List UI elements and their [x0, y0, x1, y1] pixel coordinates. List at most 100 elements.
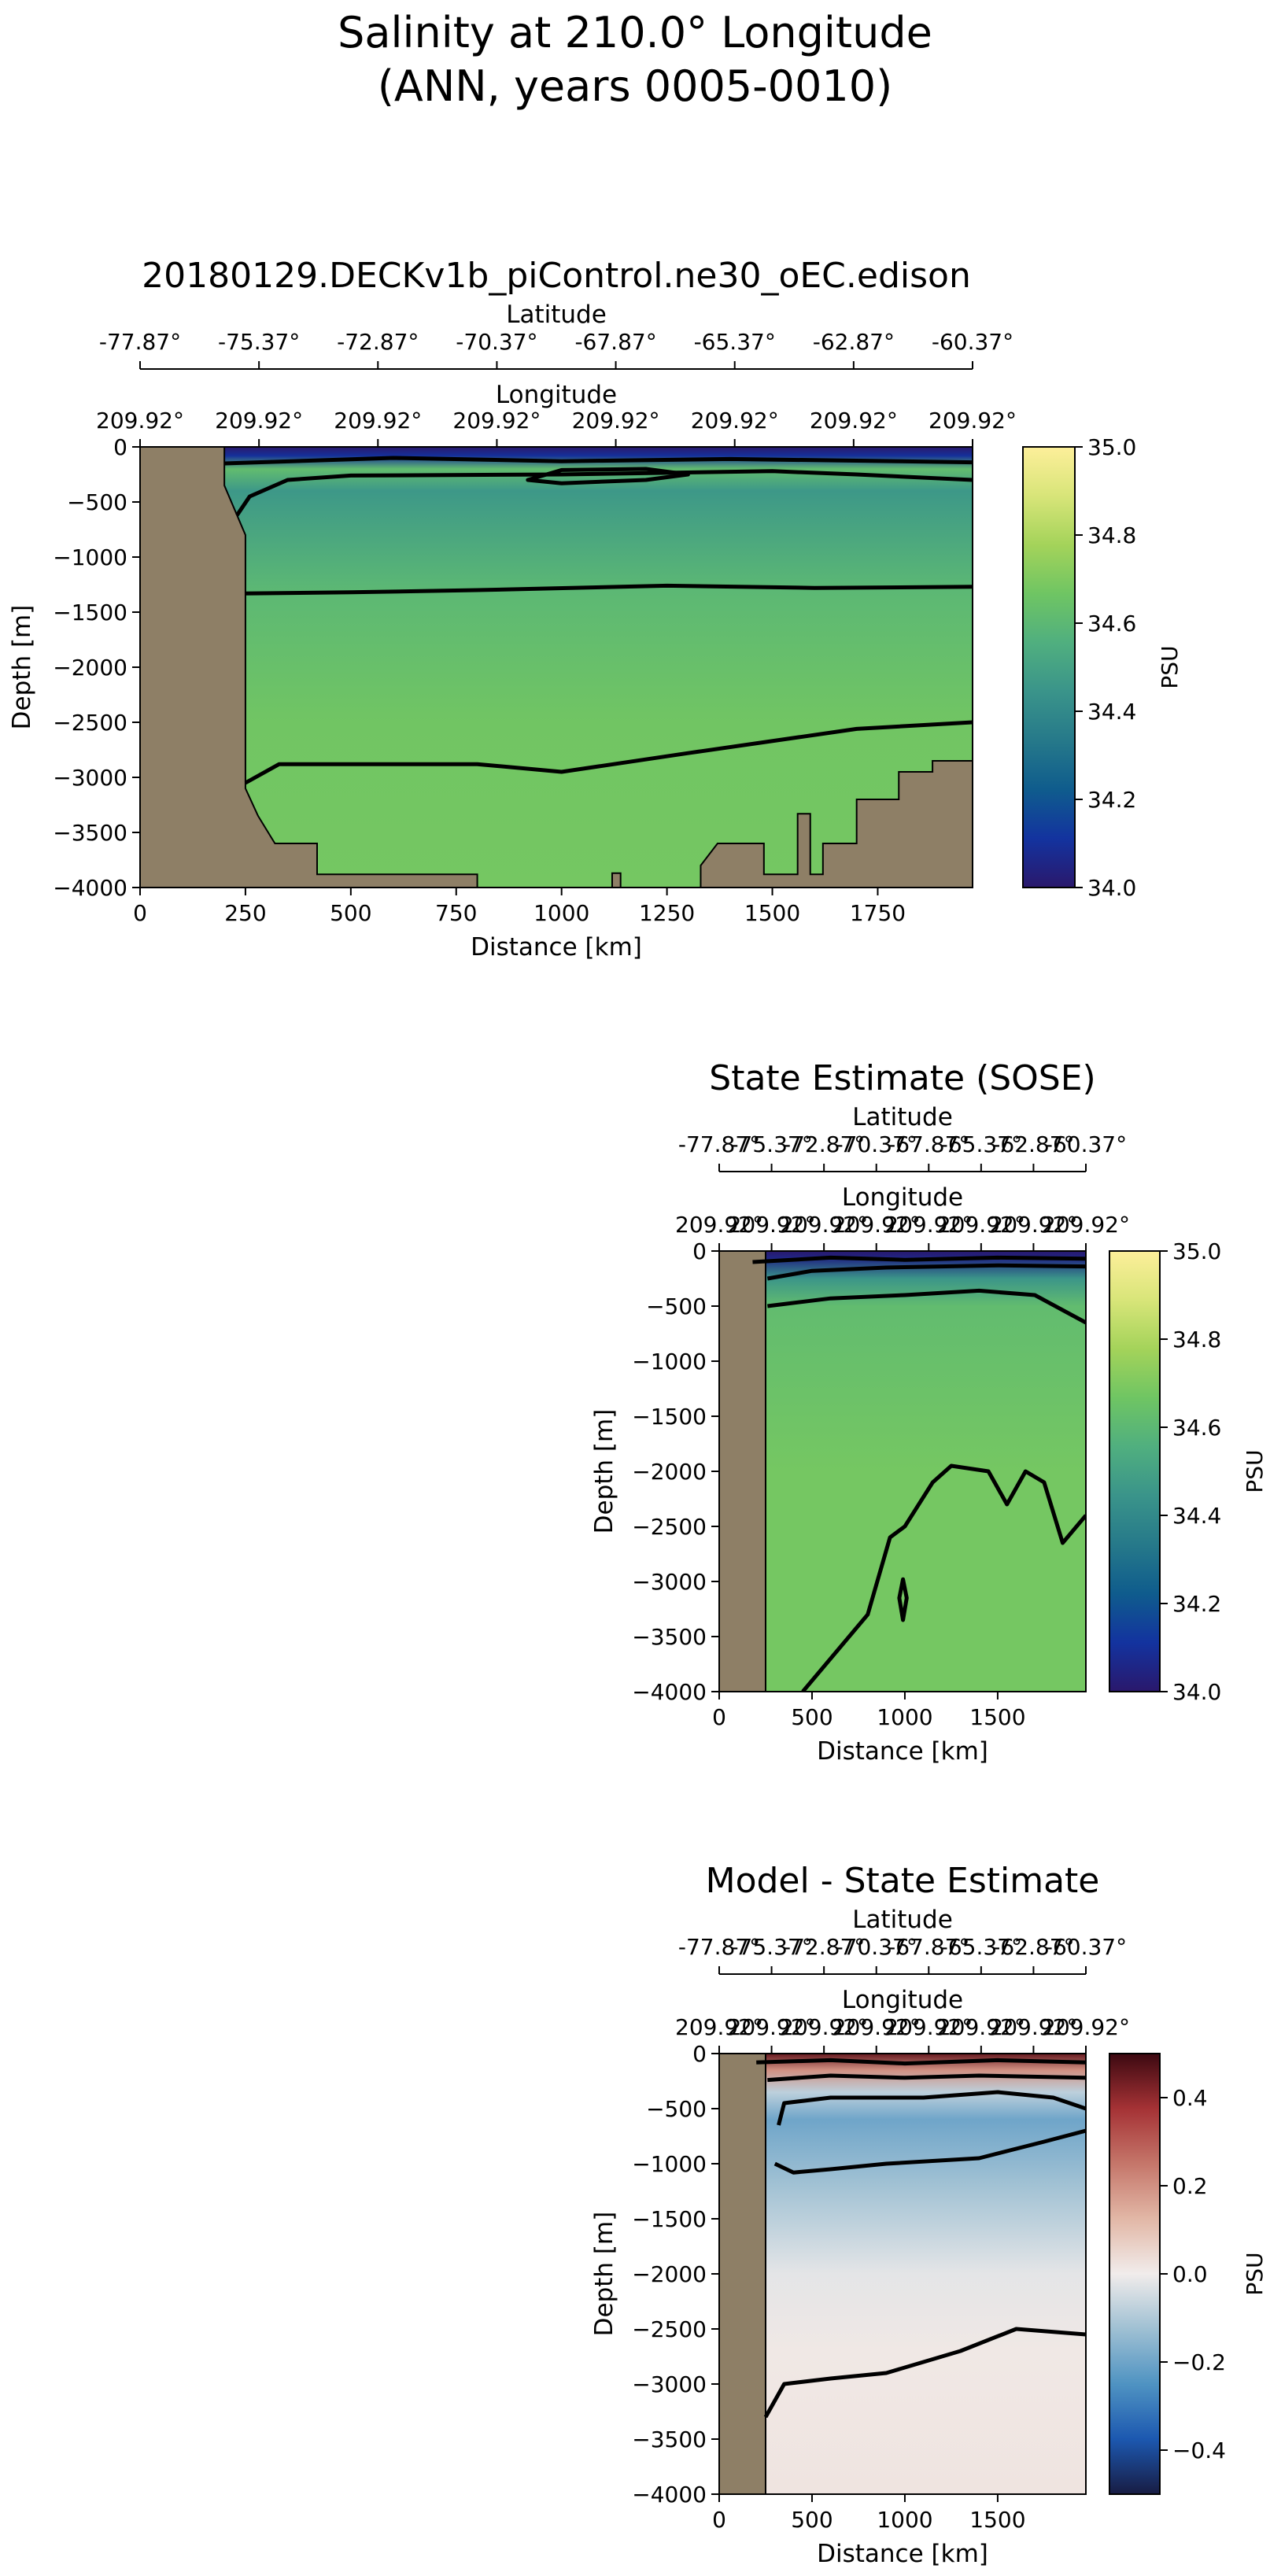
longitude-tick-label: 209.92°: [1042, 1212, 1130, 1238]
y-tick-label: −3000: [53, 765, 127, 791]
y-tick-label: −3000: [632, 2371, 707, 2397]
plot-area: [719, 1251, 1086, 1692]
longitude-tick-label: 209.92°: [937, 2014, 1025, 2040]
x-axis-label: Distance [km]: [817, 1737, 988, 1766]
colorbar-tick-label: 0.2: [1172, 2173, 1208, 2199]
latitude-tick-label: -72.87°: [337, 329, 419, 355]
latitude-axis-label: Latitude: [852, 1906, 953, 1934]
x-tick-label: 1500: [969, 2507, 1025, 2533]
longitude-tick-label: 209.92°: [691, 408, 779, 434]
panel-obs: State Estimate (SOSE) Latitude -77.87°-75.…: [590, 1058, 1268, 1766]
y-tick-label: −2000: [632, 2261, 707, 2287]
panel-diff: Model - State Estimate Latitude -77.87°-75…: [590, 1861, 1268, 2568]
longitude-axis-label: Longitude: [496, 381, 617, 409]
latitude-axis-label: Latitude: [506, 301, 607, 329]
longitude-tick-label: 209.92°: [884, 1212, 973, 1238]
latitude-tick-label: -70.37°: [836, 1131, 917, 1157]
y-tick-label: −2000: [53, 655, 127, 681]
longitude-tick-label: 209.92°: [96, 408, 184, 434]
longitude-axis-label: Longitude: [842, 1183, 963, 1212]
y-tick-label: −2500: [53, 710, 127, 736]
y-tick-label: −500: [646, 2096, 707, 2122]
latitude-tick-label: -60.37°: [1045, 1131, 1127, 1157]
closed-contour: [526, 467, 690, 485]
salinity-field: [719, 2054, 1086, 2494]
colorbar-tick-label: 0.4: [1172, 2085, 1208, 2111]
contour-line: [767, 2073, 1086, 2083]
colorbar-label: PSU: [1242, 2252, 1268, 2295]
y-tick-label: −1000: [632, 1349, 707, 1375]
x-tick-label: 1500: [969, 1704, 1025, 1730]
colorbar-label: PSU: [1157, 645, 1183, 688]
latitude-tick-label: -67.87°: [888, 1131, 969, 1157]
bathymetry-land: [719, 1251, 766, 1692]
y-tick-label: −500: [646, 1294, 707, 1319]
bathymetry-land: [719, 2054, 766, 2494]
y-tick-label: 0: [692, 1238, 707, 1264]
longitude-tick-label: 209.92°: [810, 408, 898, 434]
closed-contour: [897, 1577, 909, 1622]
longitude-tick-label: 209.92°: [937, 1212, 1025, 1238]
colorbar-tick-label: 34.2: [1087, 787, 1136, 813]
colorbar-tick-label: 35.0: [1087, 434, 1136, 460]
latitude-tick-label: -72.87°: [783, 1934, 865, 1960]
salinity-field: [719, 1251, 1086, 1692]
colorbar-tick-label: 34.8: [1087, 522, 1136, 548]
longitude-axis-label: Longitude: [842, 1986, 963, 2014]
plot-area: [140, 447, 973, 888]
x-tick-label: 1500: [744, 900, 800, 926]
x-tick-label: 500: [791, 2507, 833, 2533]
panel-title: Model - State Estimate: [706, 1861, 1100, 1901]
longitude-tick-label: 209.92°: [452, 408, 541, 434]
y-axis-label: Depth [m]: [8, 605, 36, 730]
contour-line: [777, 2090, 1086, 2126]
x-tick-label: 1250: [639, 900, 695, 926]
plot-area: [719, 2054, 1086, 2494]
contour-line: [773, 2128, 1086, 2175]
y-tick-label: −4000: [53, 875, 127, 901]
y-tick-label: −4000: [632, 1679, 707, 1705]
longitude-tick-label: 209.92°: [780, 2014, 868, 2040]
x-axis-label: Distance [km]: [471, 933, 642, 961]
y-tick-label: −1000: [632, 2151, 707, 2177]
latitude-axis-label: Latitude: [852, 1103, 953, 1131]
y-tick-label: −4000: [632, 2482, 707, 2508]
colorbar-tick-label: 35.0: [1172, 1238, 1221, 1264]
y-axis-label: Depth [m]: [590, 2212, 618, 2337]
colorbar-tick-label: 34.6: [1172, 1415, 1221, 1441]
y-tick-label: −3500: [632, 1624, 707, 1650]
x-tick-label: 500: [791, 1704, 833, 1730]
colorbar-tick-label: 34.0: [1087, 875, 1136, 901]
figure-title-line1: Salinity at 210.0° Longitude: [338, 8, 932, 57]
latitude-tick-label: -67.87°: [574, 329, 656, 355]
latitude-tick-label: -62.87°: [992, 1131, 1074, 1157]
panel-title: State Estimate (SOSE): [709, 1058, 1095, 1098]
latitude-tick-label: -77.87°: [678, 1131, 760, 1157]
colorbar: 34.0 34.2 34.4 34.6 34.8 35.0 PSU: [1022, 434, 1183, 901]
x-tick-label: 1750: [850, 900, 906, 926]
y-tick-label: −1500: [53, 600, 127, 626]
contour-line: [763, 2327, 1086, 2419]
longitude-tick-label: 209.92°: [1042, 2014, 1130, 2040]
contour-line: [752, 1255, 1086, 1264]
x-tick-label: 750: [435, 900, 477, 926]
colorbar-tick-label: 34.0: [1172, 1679, 1221, 1705]
contour-line: [224, 456, 973, 466]
x-tick-label: 0: [133, 900, 147, 926]
contour-line: [766, 1263, 1086, 1281]
y-tick-label: −3500: [53, 820, 127, 846]
x-tick-label: 1000: [877, 1704, 932, 1730]
colorbar-tick-label: 34.4: [1087, 699, 1136, 725]
latitude-tick-label: -70.37°: [836, 1934, 917, 1960]
x-tick-label: 1000: [877, 2507, 932, 2533]
contour-line: [235, 469, 973, 517]
y-tick-label: −1000: [53, 544, 127, 570]
latitude-tick-label: -60.37°: [932, 329, 1013, 355]
latitude-tick-label: -75.37°: [218, 329, 300, 355]
latitude-tick-label: -77.87°: [99, 329, 181, 355]
salinity-field: [140, 447, 973, 888]
contour-line: [801, 1463, 1086, 1692]
panels: 20180129.DECKv1b_piControl.ne30_oEC.edis…: [8, 256, 1268, 2568]
